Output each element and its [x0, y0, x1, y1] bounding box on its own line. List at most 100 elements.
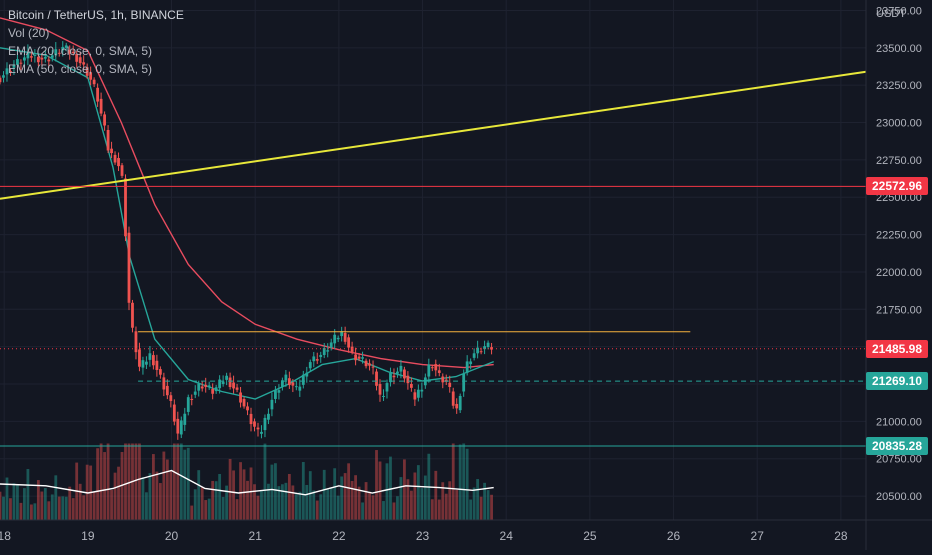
volume-bar: [12, 483, 16, 520]
volume-bar: [451, 443, 455, 520]
volume-bar: [127, 443, 131, 520]
volume-bar: [444, 493, 448, 520]
candle-body: [267, 413, 270, 420]
candle-body: [413, 392, 417, 400]
volume-bar: [29, 504, 33, 520]
volume-bar: [403, 459, 406, 520]
candle-body: [364, 360, 368, 367]
candle-body: [423, 377, 427, 386]
candle-body: [92, 79, 96, 85]
time-tick-label: 26: [667, 529, 681, 543]
candle-body: [385, 383, 389, 392]
volume-bar: [106, 443, 110, 520]
volume-bar: [347, 463, 351, 520]
candle-body: [214, 387, 218, 392]
candle-body: [120, 165, 124, 176]
candle-body: [315, 359, 319, 361]
candle-body: [47, 59, 51, 62]
volume-bar: [420, 488, 424, 520]
candle-body: [200, 386, 204, 389]
price-level-badge: 22572.96: [866, 177, 928, 196]
legend-ema-20[interactable]: EMA (20, close, 0, SMA, 5): [8, 44, 153, 58]
candle-body: [347, 337, 351, 348]
legend-vol[interactable]: Vol (20): [8, 26, 50, 40]
candle-body: [472, 353, 476, 358]
volume-bar: [413, 472, 417, 520]
trendline[interactable]: [0, 70, 867, 200]
volume-bar: [179, 443, 183, 520]
drawing-overlays: [0, 70, 867, 447]
volume-bar: [158, 483, 162, 520]
volume-bar: [82, 495, 86, 520]
candle-body: [235, 387, 239, 390]
volume-bar: [148, 473, 152, 520]
time-tick-label: 28: [834, 529, 848, 543]
candle-body: [427, 364, 431, 377]
candle-body: [127, 232, 131, 303]
volume-bar: [270, 464, 274, 520]
candle-body: [333, 334, 337, 344]
price-tick-label: 22500.00: [876, 192, 922, 204]
legend-ema-50[interactable]: EMA (50, close, 0, SMA, 5): [8, 62, 153, 76]
volume-bar: [113, 472, 117, 520]
volume-bar: [253, 484, 256, 520]
volume-bar: [458, 444, 462, 520]
volume-bar: [260, 491, 263, 520]
candle-body: [291, 382, 295, 386]
volume-bar: [71, 498, 75, 520]
candle-body: [16, 59, 19, 65]
volume-bar: [134, 443, 138, 520]
volume-bar: [315, 500, 319, 520]
volume-bar: [183, 449, 187, 520]
candle-body: [61, 46, 65, 51]
volume-bar: [61, 496, 65, 520]
candle-body: [141, 360, 145, 368]
ema-50-line: [0, 17, 494, 369]
volume-bar: [357, 486, 361, 520]
volume-bar: [256, 495, 260, 520]
volume-bar: [392, 502, 396, 520]
volume-bar: [469, 499, 473, 520]
volume-bar: [371, 495, 375, 520]
volume-bar: [92, 491, 96, 520]
volume-bar: [430, 499, 434, 520]
candle-body: [469, 361, 473, 365]
volume-bar: [298, 491, 302, 520]
candle-body: [2, 75, 5, 78]
volume-bar: [138, 443, 141, 520]
candle-body: [232, 382, 235, 389]
candle-body: [389, 373, 392, 383]
volume-bar: [169, 470, 173, 520]
price-tick-label: 22250.00: [876, 230, 922, 242]
candle-body: [479, 351, 483, 353]
volume-bar: [141, 477, 145, 520]
candle-body: [9, 71, 12, 73]
candle-body: [270, 399, 274, 410]
price-tick-label: 20750.00: [876, 454, 922, 466]
candle-body: [162, 377, 166, 390]
price-axis-panel[interactable]: [866, 0, 932, 550]
price-level-badge: 20835.28: [866, 436, 928, 455]
candle-body: [336, 337, 340, 340]
volume-bar: [322, 469, 326, 520]
volume-bar: [36, 480, 40, 520]
candle-body: [19, 62, 23, 64]
time-tick-label: 18: [0, 529, 11, 543]
volume-bar: [40, 491, 44, 520]
candle-body: [145, 361, 148, 365]
volume-bar: [57, 496, 61, 520]
candle-body: [172, 404, 176, 422]
candle-body: [483, 346, 486, 350]
volume-bar: [124, 443, 127, 520]
candle-body: [99, 98, 103, 114]
volume-bar: [382, 501, 385, 520]
candle-body: [490, 347, 493, 350]
candle-body: [148, 353, 152, 360]
chart-legend: Bitcoin / TetherUS, 1h, BINANCE Vol (20)…: [8, 6, 184, 78]
candle-body: [158, 369, 162, 375]
candle-body: [294, 386, 298, 388]
candle-body: [89, 72, 93, 80]
candle-body: [0, 77, 2, 83]
